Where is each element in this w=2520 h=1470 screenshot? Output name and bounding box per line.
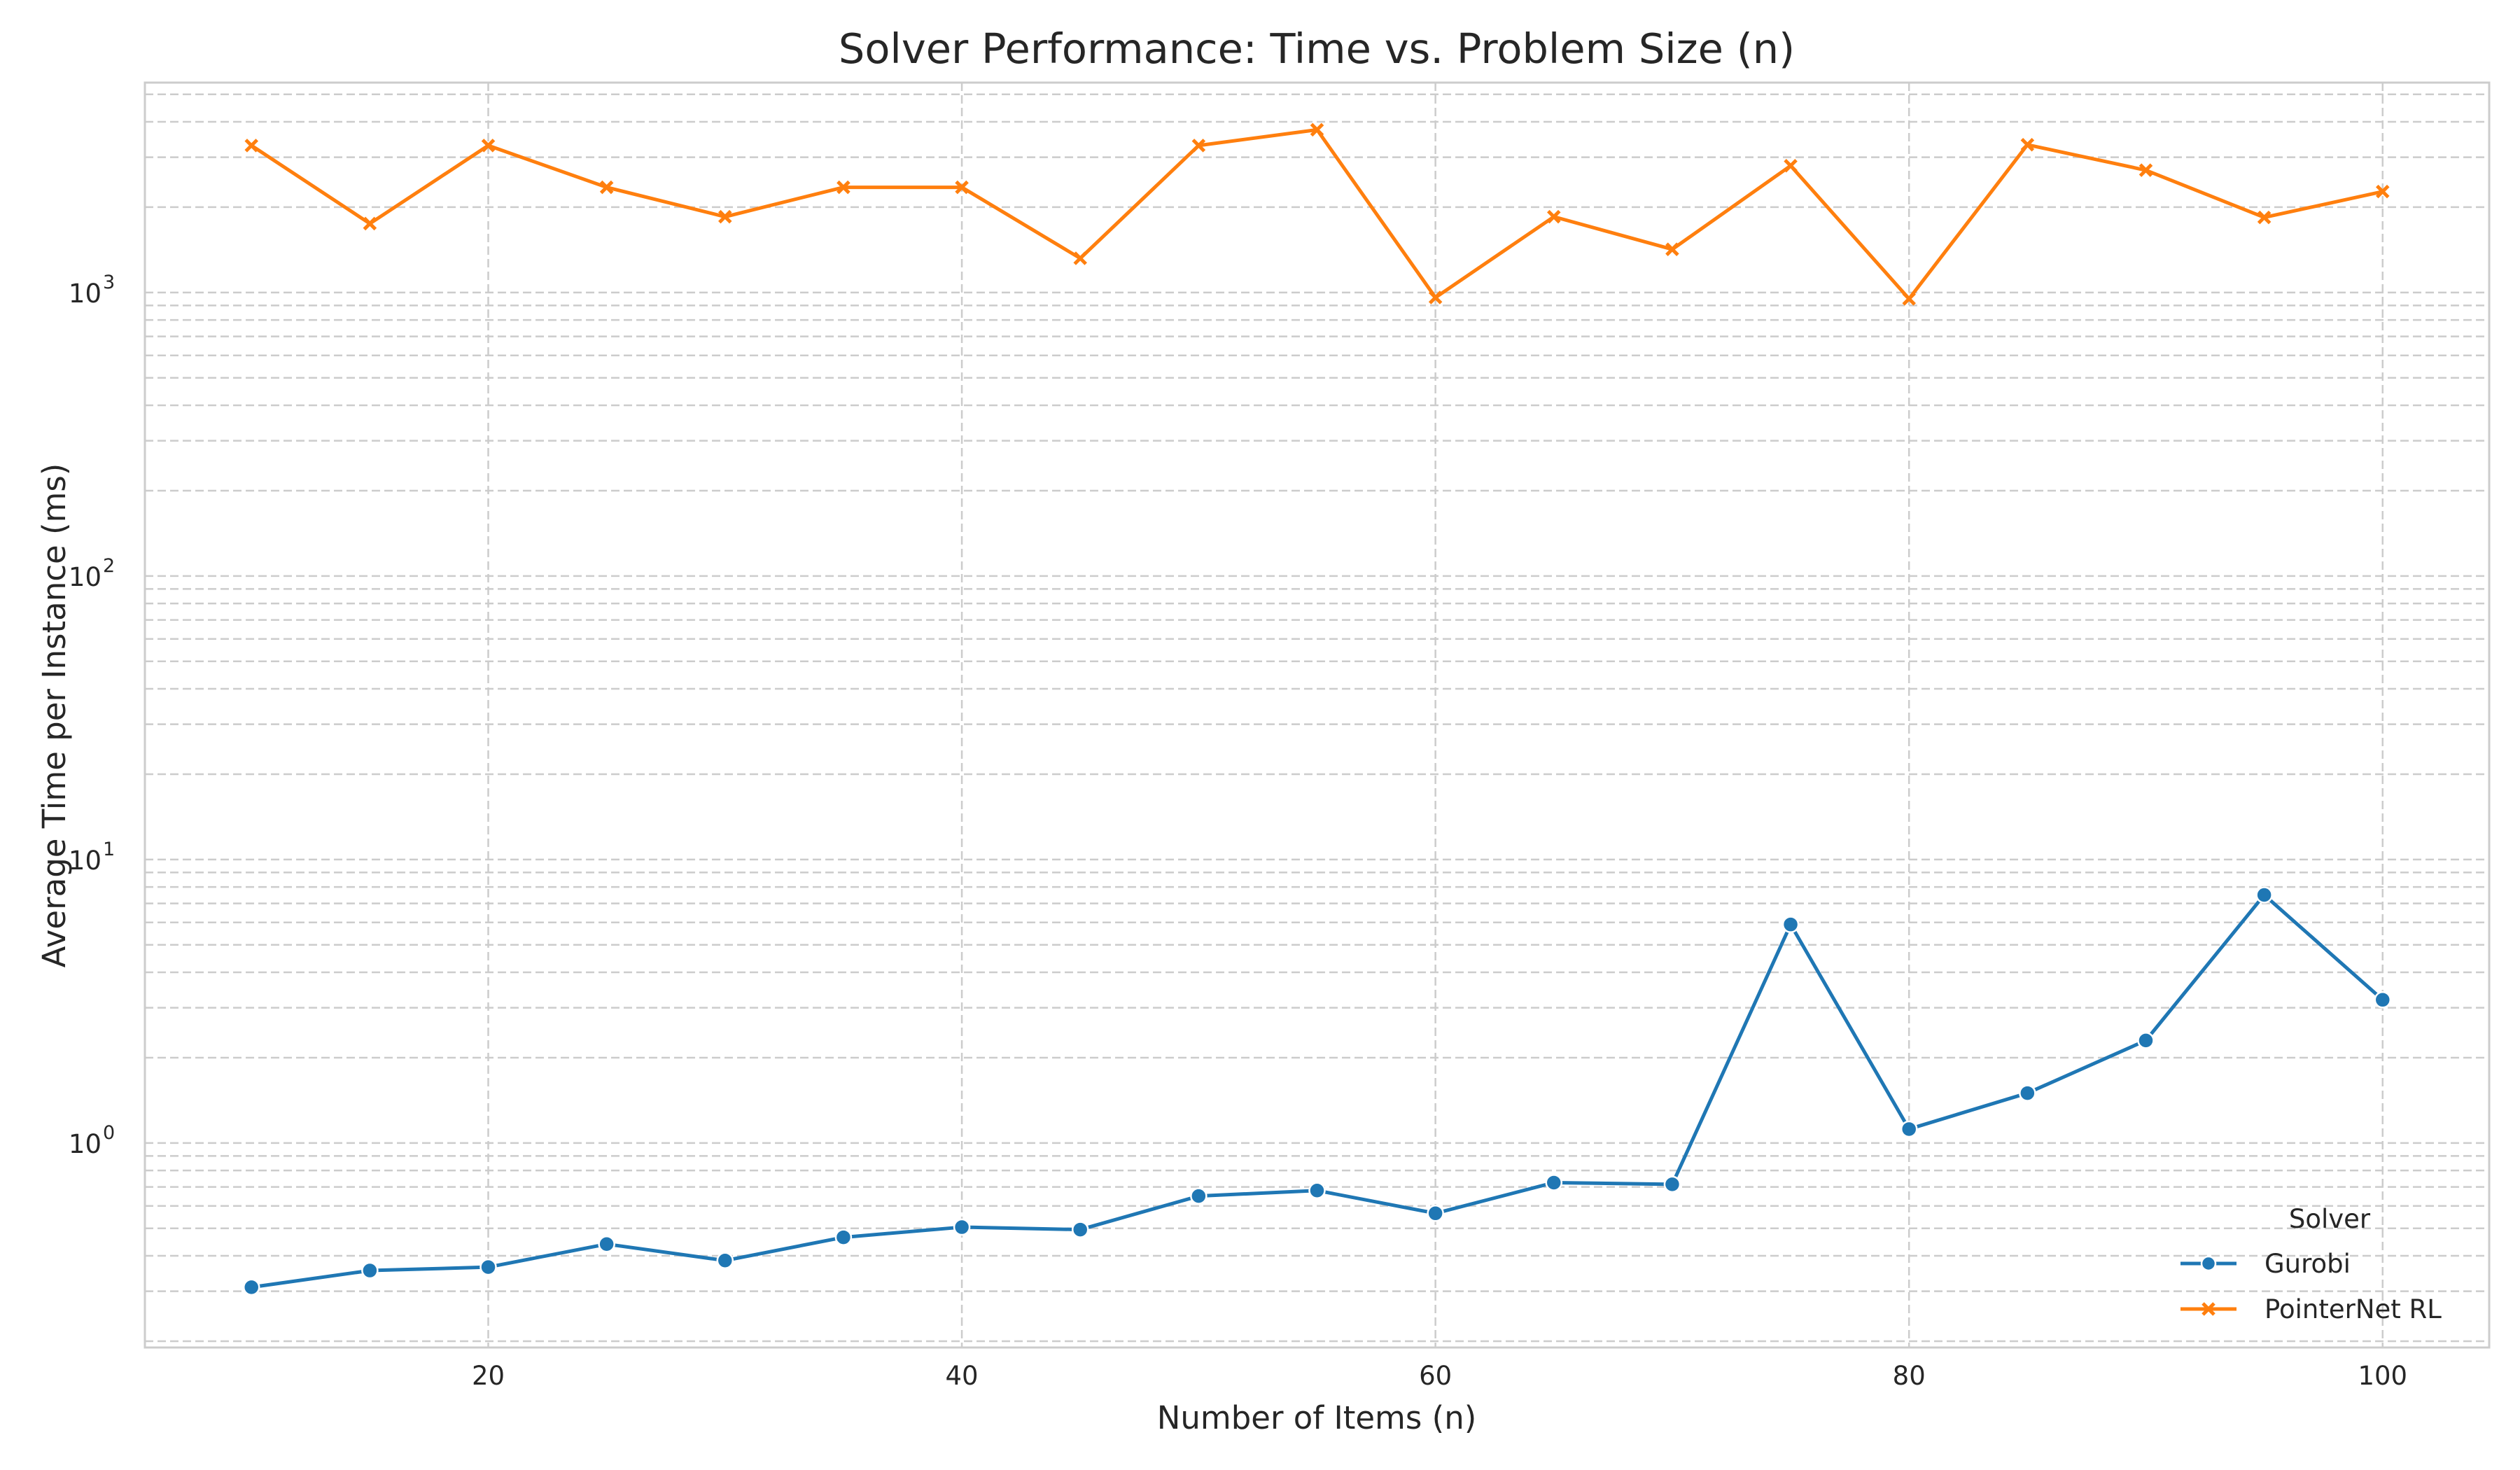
x-tick-label: 60 — [1419, 1361, 1452, 1391]
data-point-gurobi[interactable] — [599, 1236, 615, 1252]
y-tick-exponent: 2 — [103, 555, 115, 577]
y-tick-base: 10 — [69, 1129, 102, 1159]
y-tick-exponent: 0 — [103, 1122, 115, 1144]
legend-title: Solver — [2289, 1204, 2371, 1234]
data-point-gurobi[interactable] — [954, 1219, 969, 1235]
legend-label-gurobi: Gurobi — [2264, 1249, 2351, 1279]
y-tick-base: 10 — [69, 562, 102, 592]
y-tick-base: 10 — [69, 279, 102, 309]
x-tick-label: 40 — [946, 1361, 979, 1391]
data-point-gurobi[interactable] — [1072, 1222, 1088, 1238]
chart-title: Solver Performance: Time vs. Problem Siz… — [839, 24, 1795, 73]
x-tick-label: 100 — [2358, 1361, 2407, 1391]
data-point-gurobi[interactable] — [1428, 1205, 1443, 1221]
x-axis-label: Number of Items (n) — [1157, 1399, 1477, 1436]
data-point-gurobi[interactable] — [1310, 1183, 1325, 1198]
data-point-gurobi[interactable] — [244, 1280, 259, 1295]
data-point-gurobi[interactable] — [2019, 1086, 2035, 1101]
legend-marker-gurobi — [2202, 1256, 2216, 1270]
data-point-gurobi[interactable] — [1546, 1175, 1562, 1190]
y-tick-base: 10 — [69, 846, 102, 876]
data-point-gurobi[interactable] — [718, 1253, 733, 1268]
data-point-gurobi[interactable] — [481, 1259, 496, 1275]
y-axis-label: Average Time per Instance (ms) — [36, 463, 73, 968]
data-point-gurobi[interactable] — [2257, 887, 2272, 902]
data-point-gurobi[interactable] — [2138, 1032, 2153, 1048]
data-point-gurobi[interactable] — [1783, 917, 1798, 932]
data-point-gurobi[interactable] — [1665, 1177, 1680, 1192]
x-tick-label: 20 — [472, 1361, 505, 1391]
legend-label-pointernet: PointerNet RL — [2264, 1294, 2442, 1324]
data-point-gurobi[interactable] — [836, 1230, 851, 1245]
x-tick-label: 80 — [1893, 1361, 1926, 1391]
data-point-gurobi[interactable] — [2375, 992, 2390, 1007]
y-tick-exponent: 3 — [103, 272, 115, 293]
data-point-gurobi[interactable] — [1901, 1121, 1917, 1137]
data-point-gurobi[interactable] — [362, 1263, 377, 1278]
y-tick-exponent: 1 — [103, 839, 115, 860]
data-point-gurobi[interactable] — [1191, 1189, 1206, 1204]
